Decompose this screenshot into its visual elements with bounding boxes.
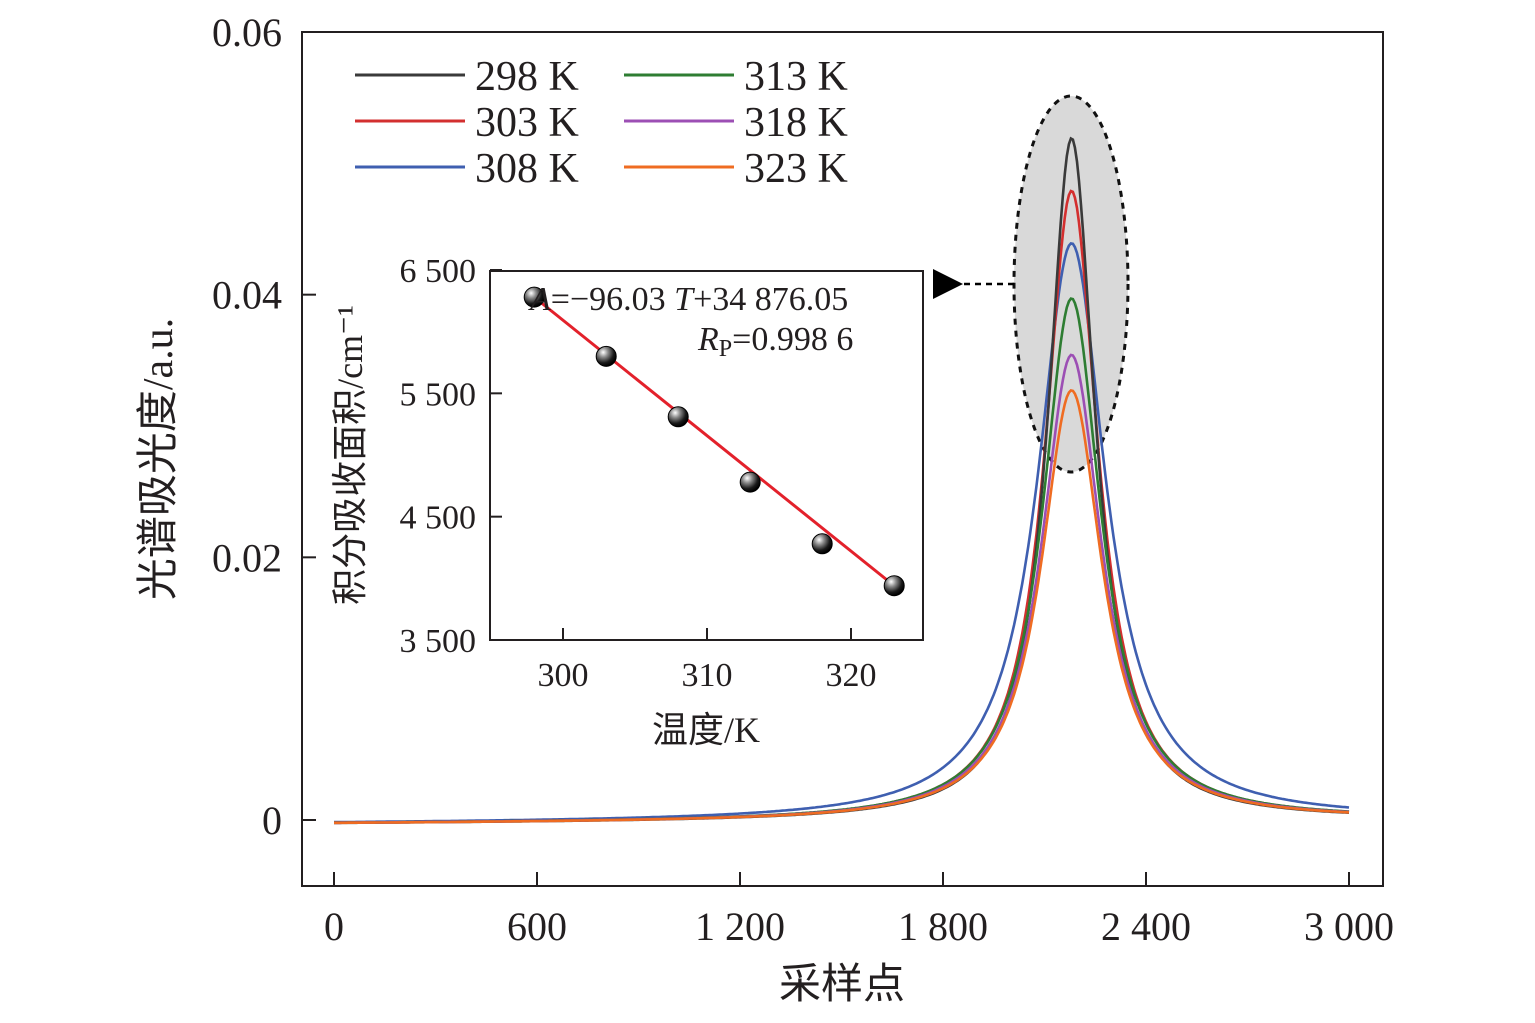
correlation-subscript: P: [719, 336, 732, 362]
series-line-323k: [334, 388, 1350, 825]
correlation-coefficient: RP=0.998 6: [697, 321, 853, 362]
fit-equation: A=−96.03 T+34 876.05: [528, 281, 848, 318]
fit-equation-var-t: T: [674, 281, 695, 318]
inset-data-point: [883, 575, 905, 597]
correlation-r: R: [697, 321, 719, 358]
main-x-axis: 0 600 1 200 1 800 2 400 3 000: [324, 872, 1394, 949]
inset-x-tick-label: 300: [538, 657, 589, 694]
main-y-tick-label: 0: [262, 798, 282, 843]
inset-data-point: [739, 471, 761, 493]
inset-data-points: [523, 286, 905, 597]
main-series-lines: [334, 136, 1350, 825]
main-x-axis-title: 采样点: [779, 962, 905, 1008]
main-y-tick-label: 0.02: [212, 535, 282, 580]
main-plot-frame: [301, 31, 1384, 887]
legend-label: 298 K: [475, 54, 579, 100]
peak-highlight-ellipse: [1012, 94, 1130, 474]
fit-equation-var-a: A: [528, 281, 551, 318]
inset-y-tick-label: 5 500: [400, 376, 477, 413]
legend-label: 318 K: [744, 100, 848, 146]
inset-data-point: [523, 286, 545, 308]
fit-equation-intercept: +34 876.05: [693, 281, 848, 318]
fit-equation-coef: =−96.03: [551, 281, 674, 318]
inset-data-point: [811, 533, 833, 555]
main-x-tick-label: 2 400: [1101, 904, 1191, 949]
inset-x-tick-label: 320: [826, 657, 877, 694]
inset-y-tick-label: 4 500: [400, 500, 477, 537]
main-x-tick-label: 0: [324, 904, 344, 949]
main-x-tick-label: 600: [507, 904, 567, 949]
main-y-axis: 0 0.02 0.04 0.06: [212, 10, 316, 843]
legend-label: 323 K: [744, 146, 848, 192]
main-x-tick-label: 3 000: [1304, 904, 1394, 949]
inset-data-point: [667, 406, 689, 428]
inset-y-axis-title: 积分吸收面积/cm⁻¹: [330, 305, 370, 605]
inset-fit-line-group: [533, 295, 896, 587]
inset-axes: 3 500 4 500 5 500 6 500 300 310 320: [400, 253, 877, 694]
main-x-tick-label: 1 200: [695, 904, 785, 949]
main-y-tick-label: 0.06: [212, 10, 282, 55]
main-x-tick-label: 1 800: [898, 904, 988, 949]
legend-label: 313 K: [744, 54, 848, 100]
inset-y-tick-label: 6 500: [400, 253, 477, 290]
correlation-value: =0.998 6: [732, 321, 853, 358]
legend-label: 303 K: [475, 100, 579, 146]
legend-label: 308 K: [475, 146, 579, 192]
inset-x-tick-label: 310: [682, 657, 733, 694]
main-y-axis-title: 光谱吸光度/a.u.: [136, 318, 182, 600]
fit-line: [533, 295, 896, 587]
inset-data-point: [595, 345, 617, 367]
inset-y-tick-label: 3 500: [400, 623, 477, 660]
inset-plot-frame: [489, 270, 924, 641]
main-y-tick-label: 0.04: [212, 273, 282, 318]
inset-x-axis-title: 温度/K: [652, 710, 760, 750]
